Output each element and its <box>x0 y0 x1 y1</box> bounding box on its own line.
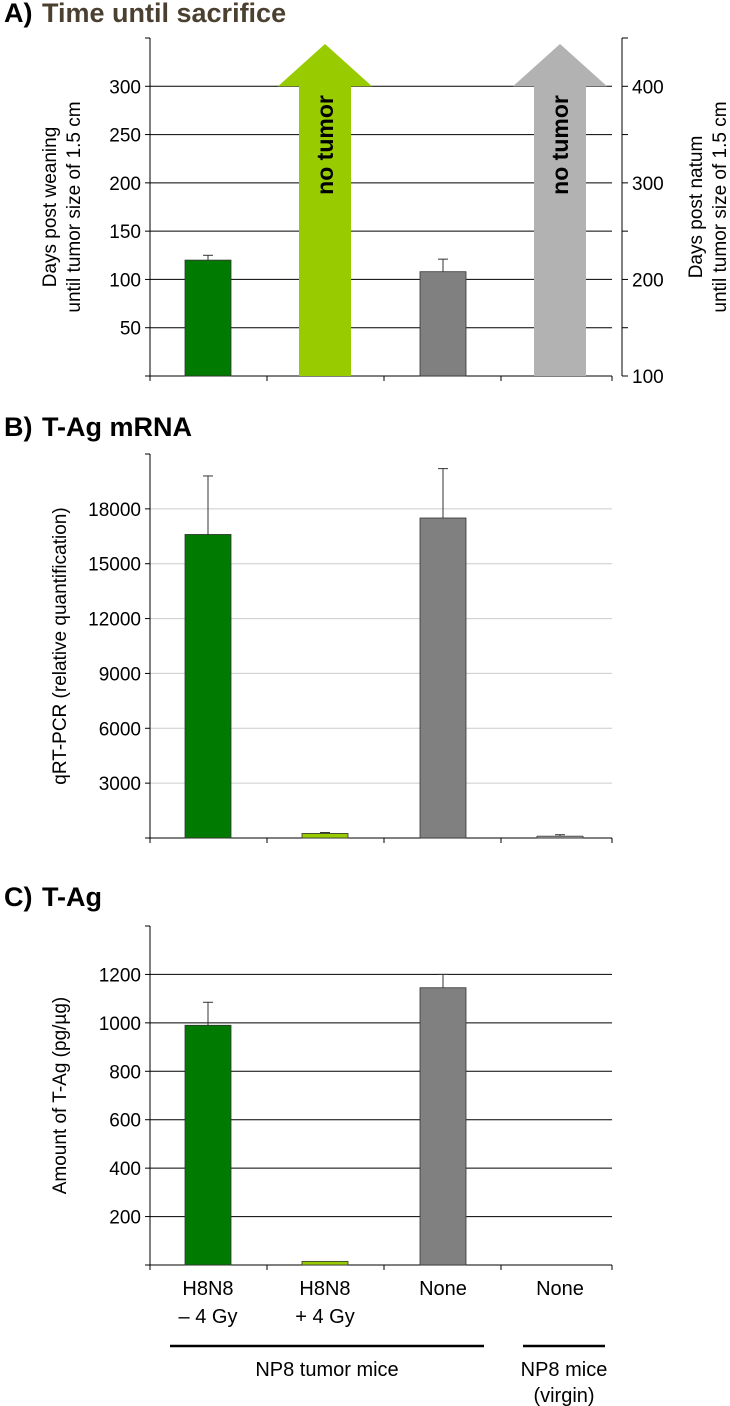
group-label: NP8 tumor mice <box>255 1359 398 1381</box>
category-label: H8N8 <box>299 1278 350 1300</box>
y-tick-label: 50 <box>120 319 141 340</box>
group-label: NP8 mice <box>521 1359 608 1381</box>
bar <box>536 835 584 839</box>
chart-title: Time until sacrifice <box>42 0 286 28</box>
y-tick-label: 200 <box>109 174 141 195</box>
y-tick-label: 18000 <box>88 500 141 521</box>
category-labels: H8N8 – 4 Gy H8N8 + 4 Gy None None NP8 tumor mi… <box>170 1278 607 1406</box>
y2-axis-label: Days post natum <box>686 136 707 279</box>
y-tick-label: 6000 <box>99 719 141 740</box>
y2-tick-label: 100 <box>632 367 664 388</box>
arrow-label: no tumor <box>312 95 338 195</box>
panel-label: C) <box>4 882 33 912</box>
panel-label: A) <box>4 0 33 28</box>
bar <box>184 534 232 839</box>
no-tumor-arrow <box>278 44 372 376</box>
y-axis-label: Days post weaning <box>40 127 61 288</box>
bar <box>301 1260 349 1266</box>
chart-panel-2: C) T-Ag 200 400 600 800 1000 1200 Amount of T-A… <box>4 882 613 1270</box>
y-tick-label: 600 <box>109 1111 141 1132</box>
bar <box>184 259 232 377</box>
y2-tick-label: 400 <box>632 77 664 98</box>
y2-tick-label: 300 <box>632 174 664 195</box>
y-tick-label: 250 <box>109 126 141 147</box>
group-label: (virgin) <box>533 1385 594 1406</box>
y2-axis-label: until tumor size of 1.5 cm <box>710 101 730 312</box>
y-axis-label: until tumor size of 1.5 cm <box>64 101 85 312</box>
bar <box>419 517 467 839</box>
y-tick-label: 1000 <box>99 1014 141 1035</box>
y-tick-label: 15000 <box>88 555 141 576</box>
y-tick-label: 300 <box>109 77 141 98</box>
arrow-label: no tumor <box>547 95 573 195</box>
y-axis-label: Amount of T-Ag (pg/µg) <box>50 997 71 1195</box>
y-tick-label: 150 <box>109 222 141 243</box>
bar <box>419 271 467 377</box>
y-tick-label: 1200 <box>99 965 141 986</box>
bar <box>419 987 467 1266</box>
chart-panel-0: A) Time until sacrifice 50 100 150 200 250 300… <box>4 0 730 388</box>
category-label: – 4 Gy <box>179 1306 238 1328</box>
chart-title: T-Ag <box>42 882 102 912</box>
category-label: + 4 Gy <box>295 1306 354 1328</box>
y-tick-label: 800 <box>109 1062 141 1083</box>
chart-panel-1: B) T-Ag mRNA 3000 6000 9000 12000 15000 18000 q… <box>4 412 613 843</box>
y-tick-label: 200 <box>109 1208 141 1229</box>
y-tick-label: 100 <box>109 270 141 291</box>
y-tick-label: 3000 <box>99 774 141 795</box>
category-label: None <box>536 1278 584 1300</box>
category-label: H8N8 <box>182 1278 233 1300</box>
bar <box>184 1024 232 1266</box>
category-label: None <box>419 1278 467 1300</box>
y-tick-label: 400 <box>109 1159 141 1180</box>
y-axis-label: qRT-PCR (relative quantification) <box>50 507 71 784</box>
chart-title: T-Ag mRNA <box>42 412 192 442</box>
y-tick-label: 9000 <box>99 664 141 685</box>
panel-label: B) <box>4 412 33 442</box>
y-tick-label: 12000 <box>88 610 141 631</box>
bar <box>301 833 349 839</box>
no-tumor-arrow <box>513 44 607 376</box>
y2-tick-label: 200 <box>632 270 664 291</box>
